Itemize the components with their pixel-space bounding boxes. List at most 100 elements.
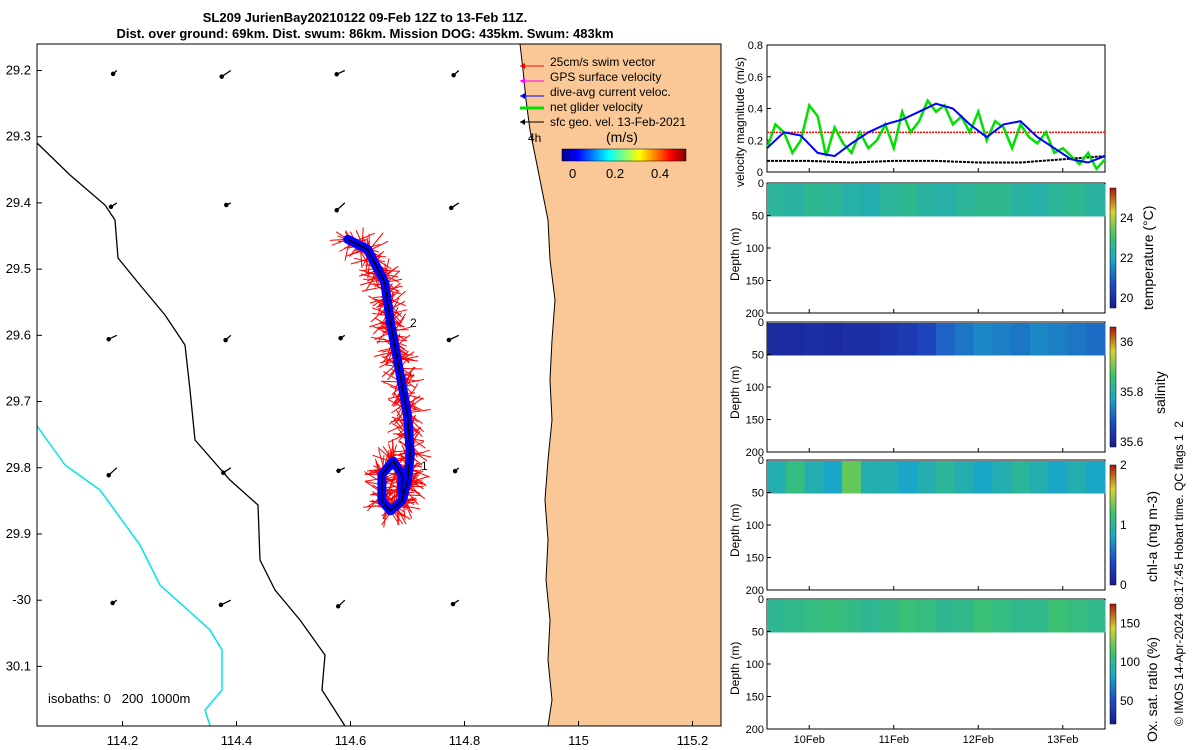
cbar-tick-label: 36 <box>1120 335 1134 349</box>
map-xtick-label: 115.2 <box>677 733 709 748</box>
cbar-tick-label: 150 <box>1120 616 1140 630</box>
map-xtick-label: 114.8 <box>449 733 481 748</box>
time-tick-label: 11Feb <box>879 734 909 746</box>
heatmap-cell <box>936 184 956 217</box>
sfc-geo-arrowhead <box>334 72 339 77</box>
sfc-geo-arrowhead <box>110 71 116 77</box>
cbar-tick-label: 100 <box>1120 655 1140 669</box>
sfc-geo-arrowhead <box>221 470 226 476</box>
sfc-geo-arrowhead <box>218 602 224 608</box>
net-velocity-series <box>765 98 1106 171</box>
heatmap-cell <box>842 184 862 217</box>
depth-tick-label: 0 <box>758 594 764 606</box>
heatmap-cell <box>973 461 993 494</box>
heatmap-cell <box>1067 184 1087 217</box>
depth-tick-label: 150 <box>746 415 764 427</box>
sfc-geo-arrowhead <box>335 604 341 609</box>
sfc-geo-arrowhead <box>449 205 454 211</box>
credit-line: © IMOS 14-Apr-2024 08:17:45 Hobart time.… <box>1172 421 1186 726</box>
depth-tick-label: 0 <box>758 455 764 467</box>
map-ytick-label: 29.7 <box>6 394 31 409</box>
heatmap-cell <box>879 461 899 494</box>
map-cbar-tick-2: 0.4 <box>651 166 669 181</box>
isobaths-note: isobaths: 0 200 1000m <box>48 691 190 706</box>
dive-avg-series <box>766 102 1106 164</box>
velocity-panel: 0 0.2 0.4 0.6 0.8 <box>748 40 1106 179</box>
depth-tick-label: 200 <box>746 308 764 320</box>
cbar-tick-label: 24 <box>1120 211 1134 225</box>
heatmap-cell <box>936 323 956 356</box>
legend-gps: GPS surface velocity <box>550 70 661 84</box>
heatmap-cell <box>785 323 806 356</box>
heatmap-cell <box>1086 323 1106 356</box>
heatmap-cell <box>992 323 1012 356</box>
depth-tick-label: 200 <box>746 724 764 736</box>
heatmap-cell <box>1048 323 1068 356</box>
oxygen-panel: 0 50 100 150 200 50 100 150 <box>746 594 1141 736</box>
heatmap-cell <box>823 323 843 356</box>
heatmap-cell <box>1029 323 1050 356</box>
map-cbar-tick-1: 0.2 <box>606 166 624 181</box>
map-frame <box>36 43 722 727</box>
heatmap-cell <box>973 323 993 356</box>
heatmap-cell <box>1048 600 1068 633</box>
heatmap-cell <box>917 600 937 633</box>
depth-tick-label: 50 <box>752 350 764 362</box>
chla-cbar-label: chl-a (mg m-3) <box>1144 490 1160 582</box>
glider-track-line <box>347 238 412 512</box>
cbar-tick-label: 2 <box>1120 458 1127 472</box>
map-colorbar <box>561 148 687 162</box>
heatmap-cell <box>804 323 824 356</box>
heatmap-cell <box>973 184 993 217</box>
depth-tick-label: 100 <box>746 382 764 394</box>
depth-tick-label: 150 <box>746 276 764 288</box>
temperature-panel: 0 50 100 150 200 20 22 24 <box>746 178 1134 320</box>
sfc-geo-arrowhead <box>450 601 456 607</box>
salinity-panel: 0 50 100 150 200 35.6 35.8 36 <box>746 317 1144 459</box>
heatmap-cell <box>898 323 918 356</box>
heatmap-cell <box>898 461 918 494</box>
heatmap-colorbar <box>1109 326 1117 448</box>
heatmap-cell <box>860 461 881 494</box>
depth-tick-label: 100 <box>746 520 764 532</box>
heatmap-cell <box>1011 461 1031 494</box>
heatmap-cell <box>1011 184 1031 217</box>
sfc-geo-arrowhead <box>446 337 452 343</box>
sfc-geo-series <box>767 155 1106 164</box>
depth-tick-label: 0 <box>758 317 764 329</box>
heatmap-cell <box>804 461 824 494</box>
map-ytick-label: -30 <box>12 592 31 607</box>
map-ytick-label: 29.3 <box>6 129 31 144</box>
sfc-geo-arrowhead <box>106 336 111 342</box>
map-ytick-label: 29.9 <box>6 526 31 541</box>
heatmap-cell <box>823 184 843 217</box>
isobath-1000m <box>36 425 223 727</box>
heatmap-cell <box>785 600 806 633</box>
oxygen-cbar-label: Ox. sat. ratio (%) <box>1144 636 1160 742</box>
temperature-depth-label: Depth (m) <box>728 227 742 281</box>
map-ytick-label: 29.6 <box>6 327 31 342</box>
time-tick-label: 13Feb <box>1047 734 1078 746</box>
heatmap-cell <box>785 184 806 217</box>
sfc-geo-arrows <box>106 69 460 609</box>
heatmap-colorbar <box>1109 603 1117 725</box>
heatmap-cell <box>767 184 787 217</box>
sfc-geo-arrowhead <box>106 472 111 478</box>
cbar-tick-label: 22 <box>1120 251 1134 265</box>
heatmap-cell <box>767 323 787 356</box>
heatmap-cell <box>860 600 881 633</box>
legend-sfc: sfc geo. vel. 13-Feb-2021 <box>550 115 686 129</box>
heatmap-cell <box>804 600 824 633</box>
vel-ytick-label: 0.6 <box>748 72 763 84</box>
heatmap-cell <box>842 600 862 633</box>
heatmap-cell <box>936 600 956 633</box>
legend-swim: 25cm/s swim vector <box>550 55 655 69</box>
map-x-ticks: 114.2 114.4 114.6 114.8 115 115.2 <box>107 721 709 748</box>
heatmap-cell <box>973 600 993 633</box>
sfc-geo-arrowhead <box>451 72 456 78</box>
sfc-geo-arrowhead <box>219 74 224 79</box>
sfc-geo-arrowhead <box>224 202 229 208</box>
chla-depth-label: Depth (m) <box>728 503 742 557</box>
vel-ytick-label: 0.2 <box>748 135 763 147</box>
